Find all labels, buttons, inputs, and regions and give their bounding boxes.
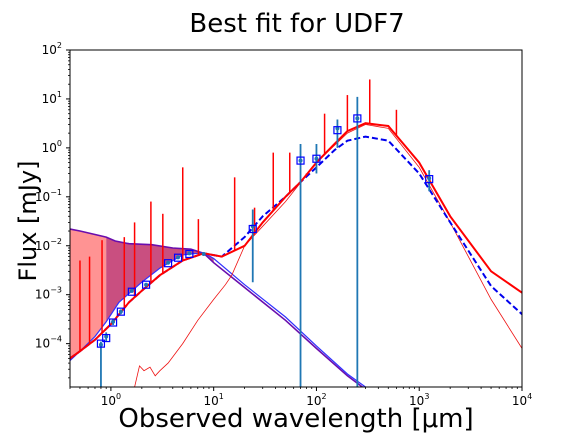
x-tick-label: 100	[101, 392, 121, 408]
chart-title: Best fit for UDF7	[189, 9, 404, 39]
y-tick-label: 10−4	[35, 335, 62, 351]
attenuation-fill	[106, 237, 214, 322]
model-flux-marker	[425, 175, 434, 184]
model-flux-marker	[173, 253, 183, 262]
observation-point	[98, 342, 103, 347]
y-axis: 10−4 10−3 10−2 10−1 100 101 102	[35, 41, 70, 379]
dust-component-line	[134, 124, 522, 387]
observation-point	[201, 251, 206, 256]
total-model-line	[70, 122, 522, 360]
observation-point	[314, 156, 319, 161]
x-tick-label: 103	[409, 392, 429, 408]
x-tick-label: 101	[203, 392, 223, 408]
model-flux-marker	[108, 318, 118, 327]
x-axis: 100 101 102 103 104	[69, 387, 532, 408]
plot-area	[70, 79, 522, 387]
observation-point	[187, 251, 192, 256]
model-flux-marker	[296, 156, 305, 165]
x-axis-label: Observed wavelength [μm]	[118, 404, 473, 434]
observation-point	[427, 176, 432, 181]
y-tick-label: 10−2	[35, 237, 62, 253]
observation-point	[129, 288, 134, 293]
observation-point	[118, 309, 123, 314]
y-tick-label: 102	[42, 41, 62, 57]
plot-frame	[69, 49, 523, 388]
y-tick-label: 100	[42, 139, 62, 155]
model-flux-marker	[127, 287, 136, 296]
model-flux-marker	[163, 259, 173, 268]
model-flux-marker	[116, 307, 125, 316]
model-flux-marker	[102, 333, 111, 343]
y-tick-label: 101	[42, 90, 62, 106]
model-flux-marker	[248, 224, 257, 234]
observation-point	[250, 224, 255, 229]
observation-point	[144, 282, 149, 287]
y-tick-label: 10−3	[35, 286, 62, 302]
observation-point	[104, 334, 109, 339]
x-tick-label: 104	[512, 392, 532, 408]
observation-point	[111, 319, 116, 324]
x-tick-label: 102	[306, 392, 326, 408]
y-axis-label: Flux [mJy]	[14, 161, 42, 282]
observation-point	[298, 158, 303, 163]
observation-point	[335, 126, 340, 131]
observation-point	[355, 116, 360, 121]
model-flux-marker	[353, 114, 362, 123]
observation-point	[166, 260, 171, 265]
y-tick-label: 10−1	[35, 188, 62, 204]
model-flux-marker	[141, 280, 151, 289]
model-flux-marker	[312, 154, 321, 163]
model-flux-marker	[185, 249, 194, 259]
model-flux-marker	[96, 339, 106, 348]
model-flux-marker	[333, 126, 342, 135]
intrinsic-fill	[70, 229, 107, 361]
observation-point	[176, 255, 181, 260]
